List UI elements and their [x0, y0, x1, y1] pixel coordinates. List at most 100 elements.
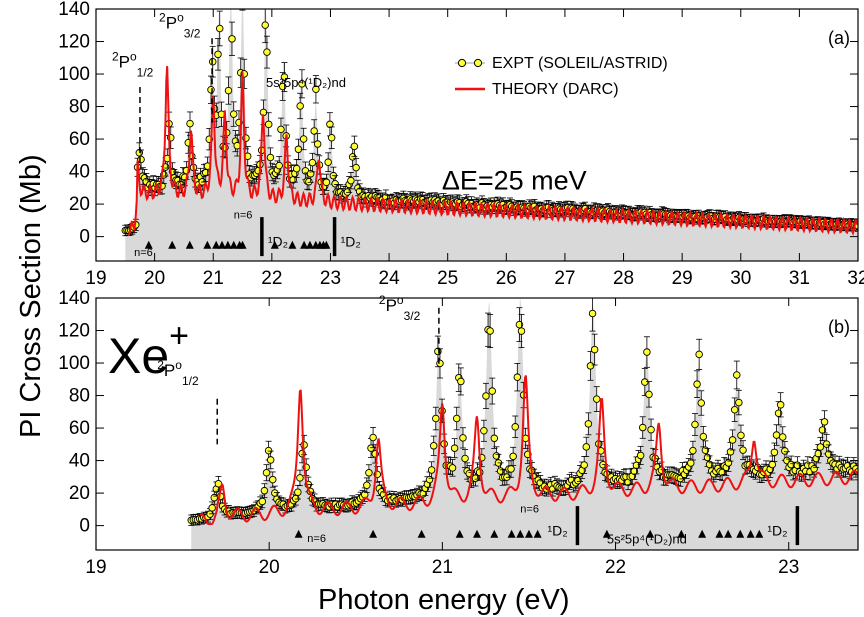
panel-b-expt-point — [258, 494, 267, 509]
panel-b-rydberg-marker — [677, 529, 686, 538]
panel-b-expt-point — [779, 426, 787, 448]
panel-a-limit-label: ¹D₂ — [268, 233, 288, 249]
panel-a-theory-line — [128, 66, 858, 236]
panel-b-expt-point — [691, 413, 699, 436]
panel-a-x-tick-label: 25 — [437, 268, 458, 289]
panel-b-rydberg-marker — [533, 529, 542, 538]
panel-b-rydberg-marker — [369, 529, 378, 538]
panel-b-expt-point — [427, 461, 436, 479]
panel-b-expt-point — [457, 367, 465, 396]
panel-b-expt-band — [191, 298, 858, 550]
panel-a-rydberg-marker — [185, 240, 194, 249]
panel-a-rydberg-marker — [270, 240, 279, 249]
panel-b-expt-point — [820, 410, 829, 434]
panel-b-expt-point — [693, 370, 701, 398]
panel-b-y-tick-label: 0 — [79, 516, 90, 537]
panel-b-limit-label: ¹D₂ — [767, 522, 787, 538]
panel-a-x-tick-label: 28 — [613, 268, 634, 289]
panel-b-expt-point — [292, 491, 300, 506]
panel-b-expt-point — [636, 445, 645, 465]
panel-b-rydberg-marker — [746, 529, 755, 538]
panel-a-expt-point — [301, 161, 310, 181]
panel-a-expt-point — [308, 152, 317, 173]
panel-a-n6-label: n=6 — [134, 247, 153, 259]
panel-b-rydberg-marker — [473, 529, 481, 538]
panel-a-rydberg-marker — [218, 240, 227, 249]
panel-a-limit-label: ¹D₂ — [341, 233, 361, 249]
panel-b-frame — [95, 297, 859, 551]
panel-b-rydberg-marker — [646, 529, 655, 538]
panel-b-expt-point — [266, 450, 275, 470]
panel-a-rydberg-marker — [300, 240, 309, 249]
panel-b-rydberg-marker — [724, 529, 733, 538]
panel-a-x-tick-label: 27 — [554, 268, 575, 289]
panel-a-rydberg-marker — [168, 240, 177, 249]
panel-b-expt-point — [584, 412, 593, 436]
panel-b-expt-point — [429, 435, 438, 456]
panel-b-y-tick-label: 100 — [58, 353, 90, 374]
panel-b-expt-point — [517, 314, 526, 349]
panel-b-expt-point — [687, 453, 695, 473]
panel-a-expt-point — [277, 117, 285, 142]
panel-b-rydberg-marker — [516, 529, 525, 538]
panel-a-threshold-label: 2Po1/2 — [112, 50, 154, 80]
panel-b-expt-point — [260, 483, 269, 499]
panel-a-rydberg-marker — [238, 240, 247, 249]
panel-b-expt-point — [509, 446, 517, 466]
panel-a-y-tick-label: 120 — [58, 32, 90, 53]
panel-a-expt-point — [312, 75, 320, 104]
panel-a-x-tick-label: 26 — [496, 268, 517, 289]
panel-b-expt-point — [482, 382, 490, 410]
panel-a-expt-point — [350, 135, 359, 158]
panel-a-expt-point — [324, 152, 332, 172]
panel-b-expt-point — [588, 298, 597, 332]
panel-a-expt-point — [322, 173, 331, 191]
panel-b-expt-point — [697, 390, 705, 416]
panel-a-expt-point — [327, 126, 336, 149]
panel-b-label: (b) — [828, 317, 850, 337]
panel-b-theory-line — [199, 375, 858, 525]
panel-b-rydberg-marker — [715, 529, 724, 538]
panel-a-expt-point — [214, 38, 222, 71]
panel-b-expt-point — [776, 392, 785, 418]
panel-b-threshold-label: 2Po3/2 — [379, 293, 421, 323]
panel-a-expt-point — [261, 9, 269, 44]
panel-b-y-tick-label: 120 — [58, 321, 90, 342]
panel-b-expt-point — [643, 336, 651, 368]
panel-b-expt-point — [586, 350, 595, 381]
panel-b-expt-point — [461, 449, 469, 468]
panel-a-threshold-label: 2Po3/2 — [159, 11, 201, 41]
panel-b-expt-point — [488, 377, 496, 405]
panel-b-expt-point — [452, 406, 461, 431]
panel-b-x-tick-label: 19 — [85, 557, 106, 578]
panel-a-y-tick-label: 100 — [58, 64, 90, 85]
panel-a-expt-point — [298, 69, 306, 99]
panel-b-expt-point — [363, 477, 371, 493]
panel-a-expt-point — [227, 0, 234, 4]
panel-a-y-tick-label: 80 — [69, 97, 90, 118]
panel-a-rydberg-marker — [229, 240, 238, 249]
panel-b-x-tick-label: 23 — [778, 557, 799, 578]
panel-b-rydberg-marker — [507, 529, 516, 538]
panel-a-rydberg-marker — [322, 240, 331, 249]
panel-a-x-tick-label: 31 — [789, 268, 810, 289]
panel-a-label: (a) — [828, 28, 850, 48]
ion-label: Xe+ — [108, 317, 189, 384]
panel-b-x-tick-label: 22 — [605, 557, 626, 578]
panel-a-resolution-label: ΔE=25 meV — [442, 165, 587, 195]
panel-a-rydberg-marker — [223, 240, 232, 249]
panel-a-expt-point — [239, 9, 246, 11]
panel-b-expt-point — [645, 381, 653, 408]
panel-a-x-tick-label: 30 — [730, 268, 751, 289]
panel-b-expt-point — [728, 429, 737, 451]
panel-a: 0 20 40 60 80 100 120 140 19 20 21 22 23 24 25 26 27 28 2… — [58, 0, 864, 289]
panel-a-expt-point — [292, 159, 301, 178]
panel-a-expt-point — [224, 76, 233, 105]
panel-a-rydberg-marker — [144, 240, 153, 249]
panel-b-y-tick-label: 20 — [69, 483, 90, 504]
y-axis-label: PI Cross Section (Mb) — [15, 154, 47, 438]
panel-a-expt-point — [263, 35, 271, 69]
panel-b-expt-point — [515, 307, 524, 342]
panel-a-expt-point — [228, 21, 236, 56]
